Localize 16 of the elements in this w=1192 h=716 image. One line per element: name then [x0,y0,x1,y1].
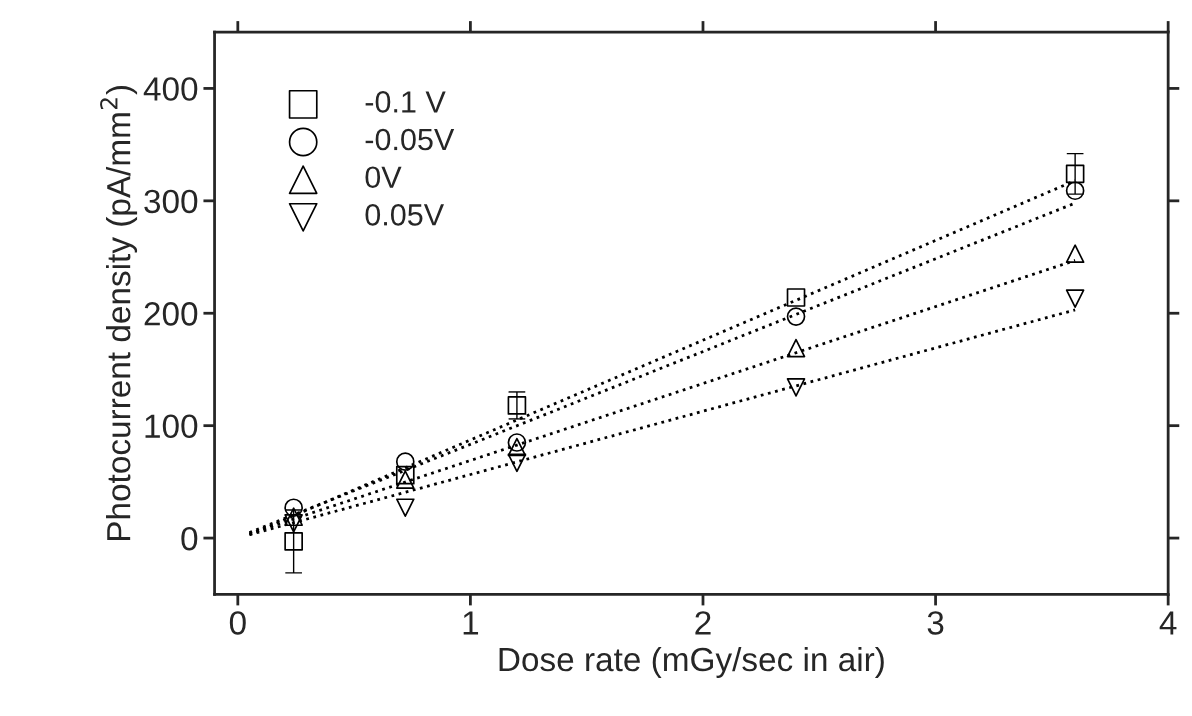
x-tick-label: 2 [695,611,711,635]
x-tick-label: 3 [927,611,944,635]
y-tick-label: 0 [181,526,198,551]
y-tick-label: 400 [143,77,198,101]
legend-label: -0.1 V [365,91,446,113]
x-tick-label: 4 [1159,611,1177,635]
y-tick-label: 100 [145,414,198,439]
y-tick-label: 300 [144,189,198,214]
legend-label: -0.05V [365,128,455,151]
legend-label: 0.05V [365,204,444,226]
x-axis-title: Dose rate (mGy/sec in air) [499,646,884,678]
x-tick-label: 1 [463,611,479,635]
legend-label: 0V [365,166,402,189]
x-tick-label: 0 [229,611,246,635]
y-tick-label: 200 [144,302,198,326]
y-axis-title: Photocurrent density (pA/mm$^{2}$) [100,85,138,541]
